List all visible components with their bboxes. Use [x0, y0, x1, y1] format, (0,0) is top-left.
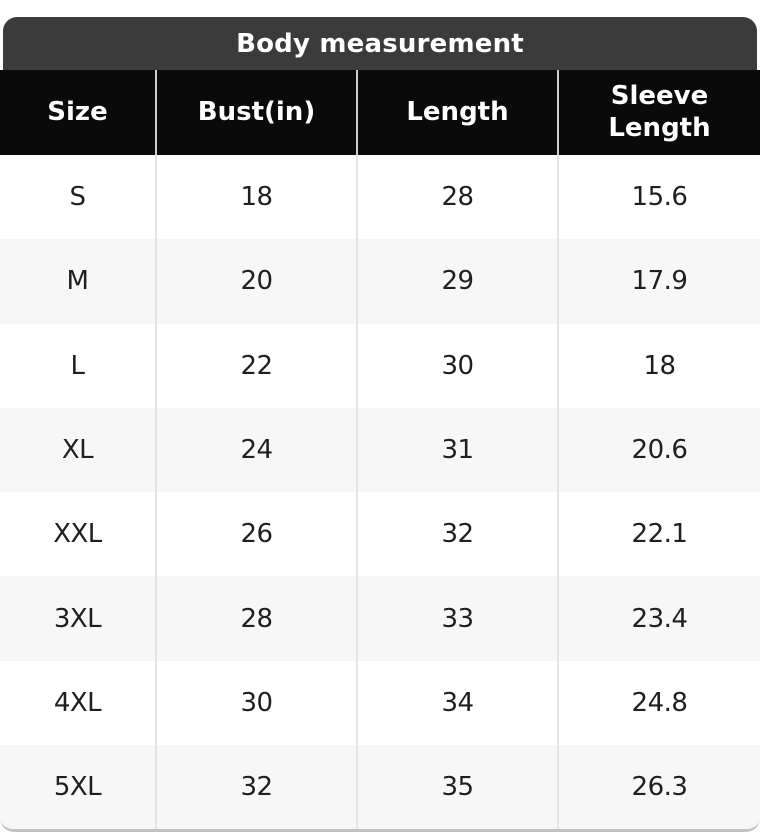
cell-length: 28	[356, 155, 557, 240]
cell-sleeve: 17.9	[557, 239, 760, 324]
cell-size: S	[69, 182, 86, 213]
table-row-l: L 22 30 18	[0, 323, 760, 408]
cell-bust: 18	[155, 155, 356, 240]
cell-sleeve: 22.1	[557, 492, 760, 577]
cell-bust: 30	[155, 660, 356, 746]
table-row-5xl: 5XL 32 35 26.3	[0, 745, 760, 830]
cell-size: XL	[61, 435, 94, 466]
table-row-s: S 18 28 15.6	[0, 155, 760, 240]
cell-sleeve: 15.6	[557, 155, 760, 240]
cell-size: L	[70, 350, 86, 381]
cell-size: 4XL	[53, 687, 102, 718]
table-header-row: Size Bust(in) Length Sleeve Length	[0, 70, 760, 155]
table-title: Body measurement	[3, 17, 757, 70]
table-row-m: M 20 29 17.9	[0, 239, 760, 324]
cell-bust: 28	[155, 576, 356, 661]
cell-sleeve: 18	[557, 323, 760, 408]
cell-bust: 24	[155, 407, 356, 493]
cell-sleeve: 26.3	[557, 745, 760, 830]
table-row-xxl: XXL 26 32 22.1	[0, 492, 760, 577]
cell-length: 33	[356, 576, 557, 661]
cell-sleeve: 23.4	[557, 576, 760, 661]
cell-sleeve: 20.6	[557, 407, 760, 493]
cell-sleeve: 24.8	[557, 660, 760, 746]
column-header-size: Size	[0, 70, 155, 155]
cell-length: 29	[356, 239, 557, 324]
cell-bust: 32	[155, 745, 356, 830]
cell-length: 32	[356, 492, 557, 577]
column-header-length: Length	[356, 70, 557, 155]
cell-bust: 22	[155, 323, 356, 408]
cell-size: XXL	[53, 519, 102, 550]
cell-bust: 20	[155, 239, 356, 324]
size-chart-table: Body measurement Size Bust(in) Length Sl…	[0, 17, 760, 832]
table-row-xl: XL 24 31 20.6	[0, 407, 760, 493]
cell-size: M	[66, 266, 89, 297]
table-body: S 18 28 15.6 M 20 29 17.9 L 22 30 18 XL …	[0, 155, 760, 832]
cell-size: 3XL	[53, 603, 102, 634]
cell-length: 30	[356, 323, 557, 408]
cell-length: 35	[356, 745, 557, 830]
column-header-bust: Bust(in)	[155, 70, 356, 155]
cell-length: 31	[356, 407, 557, 493]
column-header-sleeve-length: Sleeve Length	[557, 70, 760, 155]
table-row-4xl: 4XL 30 34 24.8	[0, 660, 760, 746]
cell-length: 34	[356, 660, 557, 746]
table-row-3xl: 3XL 28 33 23.4	[0, 576, 760, 661]
cell-bust: 26	[155, 492, 356, 577]
cell-size: 5XL	[53, 772, 102, 803]
